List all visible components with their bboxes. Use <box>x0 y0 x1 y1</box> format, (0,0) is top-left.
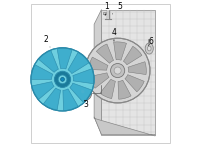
Ellipse shape <box>147 46 151 51</box>
Wedge shape <box>96 44 114 63</box>
Circle shape <box>61 77 64 81</box>
Polygon shape <box>94 10 101 135</box>
Wedge shape <box>118 80 131 99</box>
Polygon shape <box>101 10 155 135</box>
Wedge shape <box>43 88 61 110</box>
Circle shape <box>114 67 121 74</box>
Wedge shape <box>114 42 126 60</box>
FancyBboxPatch shape <box>103 12 106 14</box>
Wedge shape <box>90 73 109 88</box>
Wedge shape <box>70 83 92 103</box>
Text: 5: 5 <box>112 2 122 14</box>
Circle shape <box>81 90 85 93</box>
Wedge shape <box>89 57 108 70</box>
Text: 4: 4 <box>112 28 116 41</box>
Text: 1: 1 <box>104 2 109 15</box>
Circle shape <box>111 64 125 78</box>
Wedge shape <box>39 50 58 72</box>
Text: 2: 2 <box>43 35 50 47</box>
Text: 3: 3 <box>84 100 88 109</box>
Wedge shape <box>123 46 142 65</box>
Circle shape <box>58 75 67 84</box>
Wedge shape <box>73 69 94 84</box>
Polygon shape <box>94 117 155 136</box>
Wedge shape <box>57 48 72 69</box>
Wedge shape <box>68 52 89 74</box>
Wedge shape <box>32 82 54 99</box>
Circle shape <box>78 86 92 100</box>
Circle shape <box>31 48 94 111</box>
Circle shape <box>80 89 89 97</box>
Ellipse shape <box>145 43 153 54</box>
Wedge shape <box>100 79 115 99</box>
Circle shape <box>54 71 71 87</box>
Wedge shape <box>128 62 146 75</box>
Text: 6: 6 <box>148 37 153 46</box>
Wedge shape <box>63 89 78 111</box>
Circle shape <box>85 38 150 103</box>
Wedge shape <box>31 65 53 79</box>
Wedge shape <box>125 75 144 92</box>
